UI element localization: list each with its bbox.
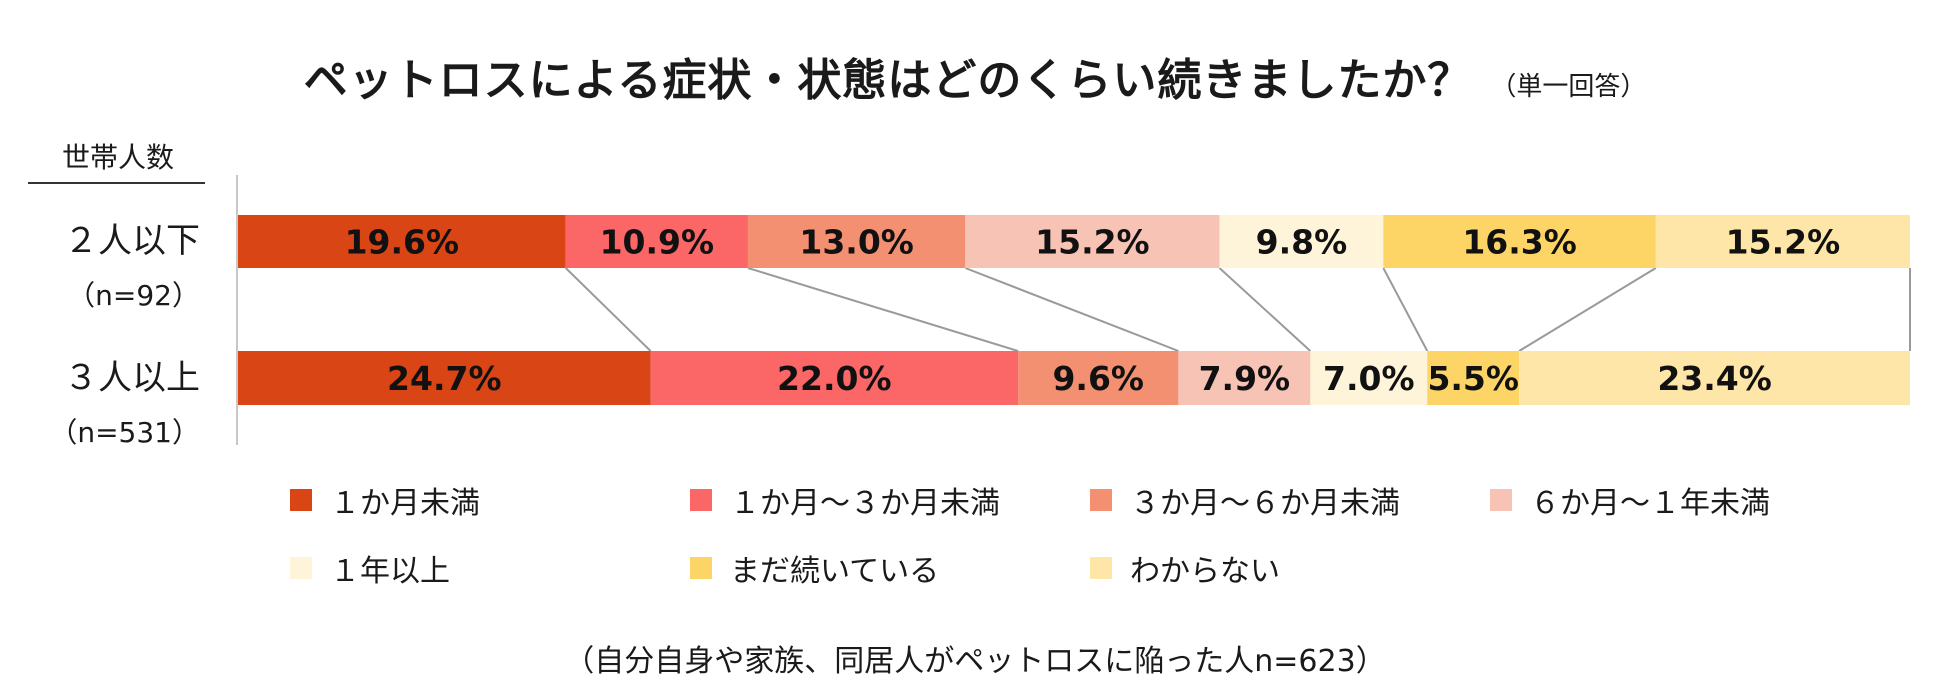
chart-title-block: ペットロスによる症状・状態はどのくらい続きましたか？ （単一回答） xyxy=(300,44,1650,108)
legend-label-4: １年以上 xyxy=(330,554,450,589)
bar-r1-s5 xyxy=(1427,351,1520,405)
category-count-0: （n=92） xyxy=(67,279,200,312)
legend-swatch-0 xyxy=(290,489,312,511)
legend-item-3: ６か月～１年未満 xyxy=(1490,478,1770,522)
bar-r0-s3 xyxy=(965,215,1220,268)
legend-label-3: ６か月～１年未満 xyxy=(1530,486,1770,521)
bar-r0-s5 xyxy=(1383,215,1656,268)
connector-line-3 xyxy=(1218,267,1312,352)
legend-item-4: １年以上 xyxy=(290,546,450,590)
bar-r0-s6 xyxy=(1655,215,1910,268)
bar-r1-s1 xyxy=(650,351,1019,405)
legend-item-6: わからない xyxy=(1090,546,1280,590)
legend-swatch-1 xyxy=(690,489,712,511)
data-label-r1-s0: 24.7% xyxy=(387,359,502,398)
legend-label-2: ３か月～６か月未満 xyxy=(1130,486,1400,521)
bar-r1-s0 xyxy=(238,351,651,405)
data-label-r1-s4: 7.0% xyxy=(1323,359,1415,398)
category-axis-line xyxy=(236,175,238,445)
bar-r0-s0 xyxy=(238,215,566,268)
row-label-1: ３人以上 （n=531） xyxy=(0,350,200,451)
bar-r1-s4 xyxy=(1310,351,1428,405)
data-label-r0-s3: 15.2% xyxy=(1035,223,1150,262)
data-label-r1-s2: 9.6% xyxy=(1052,359,1144,398)
legend-label-1: １か月～３か月未満 xyxy=(730,486,1000,521)
connector-line-2 xyxy=(964,267,1179,352)
legend-swatch-5 xyxy=(690,557,712,579)
legend-swatch-6 xyxy=(1090,557,1112,579)
data-label-r1-s5: 5.5% xyxy=(1427,359,1519,398)
legend-swatch-3 xyxy=(1490,489,1512,511)
bar-r0-s4 xyxy=(1219,215,1384,268)
connector-line-4 xyxy=(1382,267,1429,352)
connector-line-0 xyxy=(565,267,652,352)
category-label-0: ２人以下 xyxy=(64,221,200,261)
connector-line-1 xyxy=(747,267,1019,352)
data-label-r0-s6: 15.2% xyxy=(1726,223,1841,262)
data-label-r0-s1: 10.9% xyxy=(600,223,715,262)
data-label-r1-s6: 23.4% xyxy=(1657,359,1772,398)
data-label-r0-s5: 16.3% xyxy=(1462,223,1577,262)
row-header-underline xyxy=(28,182,205,184)
chart-title: ペットロスによる症状・状態はどのくらい続きましたか？ xyxy=(303,55,1473,106)
category-count-1: （n=531） xyxy=(49,416,200,449)
legend-item-1: １か月～３か月未満 xyxy=(690,478,1000,522)
data-label-r1-s1: 22.0% xyxy=(777,359,892,398)
chart-subtitle: （単一回答） xyxy=(1490,72,1647,102)
bar-r1-s2 xyxy=(1018,351,1179,405)
row-label-0: ２人以下 （n=92） xyxy=(0,213,200,314)
data-label-r0-s0: 19.6% xyxy=(345,223,460,262)
legend-item-2: ３か月～６か月未満 xyxy=(1090,478,1400,522)
bar-r1-s3 xyxy=(1178,351,1311,405)
legend-item-0: １か月未満 xyxy=(290,478,480,522)
legend-label-0: １か月未満 xyxy=(330,486,480,521)
footnote: （自分自身や家族、同居人がペットロスに陥った人n=623） xyxy=(564,644,1386,679)
legend-swatch-4 xyxy=(290,557,312,579)
row-header: 世帯人数 xyxy=(61,141,174,174)
data-label-r0-s4: 9.8% xyxy=(1256,223,1348,262)
legend-label-5: まだ続いている xyxy=(730,554,940,589)
bar-r1-s6 xyxy=(1519,351,1910,405)
data-label-r0-s2: 13.0% xyxy=(799,223,914,262)
category-label-1: ３人以上 xyxy=(64,358,200,398)
bar-r0-s1 xyxy=(565,215,748,268)
bar-r0-s2 xyxy=(747,215,966,268)
legend-swatch-2 xyxy=(1090,489,1112,511)
legend-item-5: まだ続いている xyxy=(690,546,939,590)
data-label-r1-s3: 7.9% xyxy=(1199,359,1291,398)
legend-label-6: わからない xyxy=(1130,554,1280,589)
connector-line-5 xyxy=(1518,267,1657,352)
